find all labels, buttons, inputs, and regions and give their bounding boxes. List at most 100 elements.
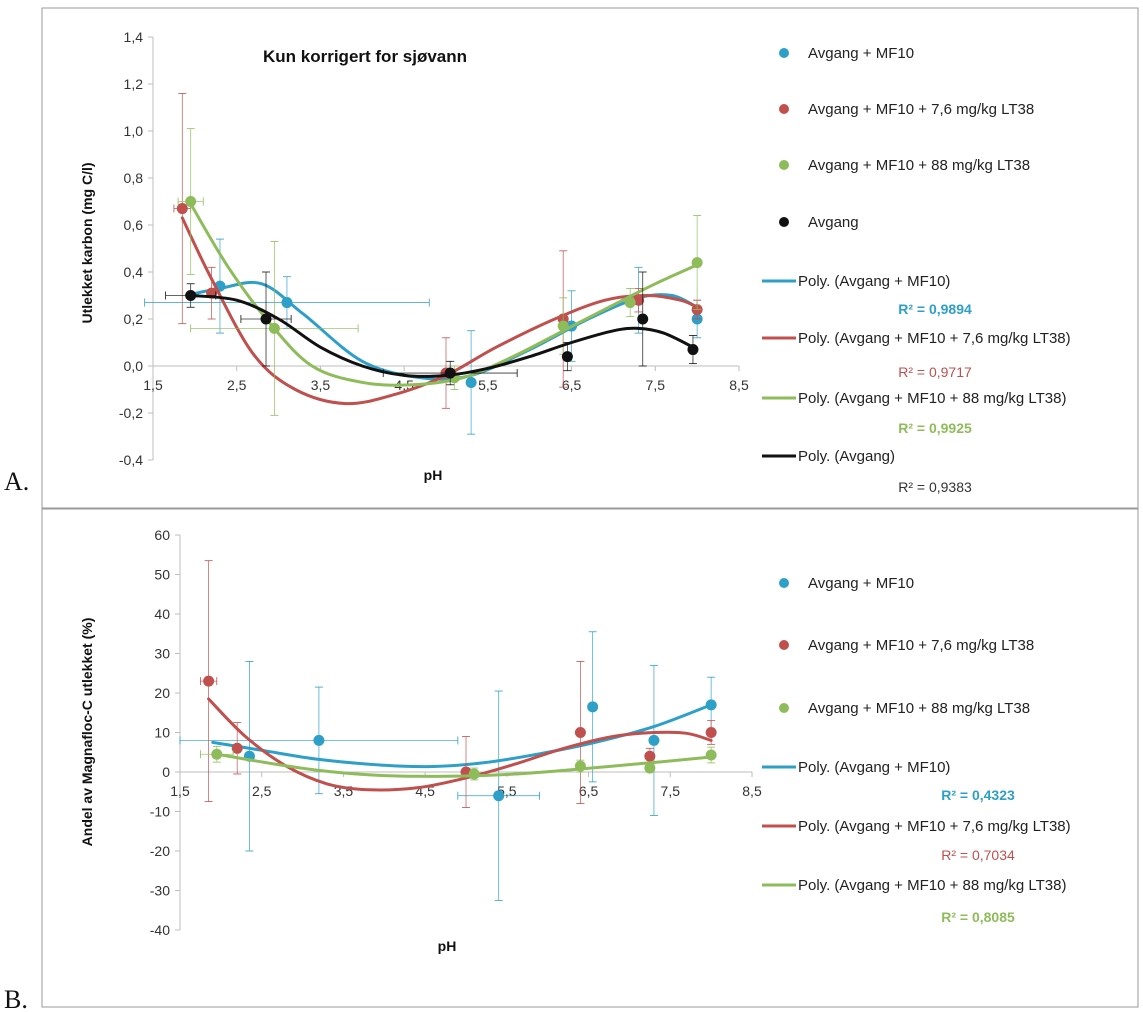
series-3	[177, 128, 703, 416]
panel-a-frame	[41, 7, 1139, 509]
y-tick-label: -0,2	[119, 405, 143, 421]
legend-r2-value: R² = 0,4323	[941, 787, 1015, 803]
data-point	[313, 734, 325, 746]
legend-r2-value: R² = 0,9925	[898, 420, 972, 436]
legend-r2-value: R² = 0,9383	[898, 479, 972, 495]
data-point	[705, 749, 717, 761]
legend-marker	[779, 217, 789, 227]
data-point	[268, 322, 280, 334]
x-tick-label: 1,5	[170, 783, 190, 799]
y-tick-label: 20	[154, 685, 170, 701]
data-point	[231, 742, 243, 754]
legend-fit-label: Poly. (Avgang)	[798, 448, 895, 465]
series-3	[200, 745, 717, 781]
trendline	[189, 202, 699, 387]
legend-marker	[779, 640, 789, 650]
legend-marker	[779, 160, 789, 170]
data-point	[691, 257, 703, 269]
x-tick-label: 7,5	[646, 377, 666, 393]
trendline	[189, 294, 695, 378]
legend-label: Avgang + MF10 + 7,6 mg/kg LT38	[808, 637, 1034, 654]
x-tick-label: 6,5	[579, 783, 599, 799]
legend-fit-label: Poly. (Avgang + MF10)	[798, 273, 950, 290]
data-point	[444, 367, 456, 379]
x-tick-label: 6,5	[562, 377, 582, 393]
legend-marker	[779, 703, 789, 713]
legend-marker	[779, 578, 789, 588]
data-point	[633, 294, 645, 306]
y-tick-label: -10	[150, 804, 170, 820]
chart-b-legend: Avgang + MF10 Avgang + MF10 + 7,6 mg/kg L…	[762, 575, 1071, 925]
legend-label: Avgang	[808, 214, 859, 231]
data-point	[211, 748, 223, 760]
legend-marker	[779, 104, 789, 114]
legend-fit-label: Poly. (Avgang + MF10 + 88 mg/kg LT38)	[798, 390, 1066, 407]
y-tick-label: 0	[162, 764, 170, 780]
legend-fit-label: Poly. (Avgang + MF10 + 7,6 mg/kg LT38)	[798, 330, 1071, 347]
series-4	[165, 271, 699, 386]
x-tick-label: 8,5	[729, 377, 749, 393]
data-point	[203, 675, 215, 687]
data-point	[281, 297, 293, 309]
data-point	[493, 790, 505, 802]
x-tick-label: 2,5	[252, 783, 272, 799]
legend-fit-label: Poly. (Avgang + MF10 + 88 mg/kg LT38)	[798, 877, 1066, 894]
y-tick-label: 0,6	[124, 217, 144, 233]
x-tick-label: 1,5	[143, 377, 163, 393]
trendline	[215, 752, 713, 778]
legend-fit-label: Poly. (Avgang + MF10)	[798, 759, 950, 776]
data-point	[465, 376, 477, 388]
chart-a-xlabel: pH	[424, 467, 443, 483]
data-point	[587, 701, 599, 713]
data-point	[561, 351, 573, 363]
legend-r2-value: R² = 0,8085	[941, 909, 1015, 925]
x-tick-label: 8,5	[742, 783, 762, 799]
legend-r2-value: R² = 0,9717	[898, 364, 972, 380]
data-point	[644, 762, 656, 774]
data-point	[574, 727, 586, 738]
x-tick-label: 5,5	[478, 377, 498, 393]
y-tick-label: 0,4	[124, 264, 144, 280]
data-point	[557, 320, 569, 332]
chart-a-legend: Avgang + MF10 Avgang + MF10 + 7,6 mg/kg L…	[762, 45, 1071, 495]
data-point	[637, 313, 649, 325]
y-tick-label: -0,4	[119, 452, 143, 468]
series-2	[173, 93, 703, 409]
legend-marker	[779, 48, 789, 58]
y-tick-label: -40	[150, 922, 170, 938]
x-tick-label: 2,5	[227, 377, 247, 393]
legend-label: Avgang + MF10 + 7,6 mg/kg LT38	[808, 101, 1034, 118]
y-tick-label: 30	[154, 646, 170, 662]
series-2	[200, 560, 717, 808]
panel-b-label: B.	[4, 985, 28, 1012]
panel-a-label: A.	[4, 467, 29, 496]
data-point	[185, 290, 197, 301]
y-tick-label: 0,2	[124, 311, 144, 327]
data-point	[185, 196, 197, 207]
legend-r2-value: R² = 0,9894	[898, 301, 972, 317]
y-tick-label: -20	[150, 843, 170, 859]
legend-label: Avgang + MF10	[808, 45, 914, 62]
data-point	[624, 297, 636, 309]
data-point	[705, 699, 717, 711]
legend-r2-value: R² = 0,7034	[941, 847, 1015, 863]
y-tick-label: -30	[150, 883, 170, 899]
y-tick-label: 50	[154, 567, 170, 583]
data-point	[176, 203, 188, 215]
y-tick-label: 1,2	[124, 76, 144, 92]
chart-a-title: Kun korrigert for sjøvann	[263, 47, 467, 66]
x-tick-label: 3,5	[311, 377, 331, 393]
trendline	[211, 703, 713, 769]
data-point	[468, 768, 480, 780]
chart-b-xlabel: pH	[438, 938, 457, 954]
y-tick-label: 60	[154, 527, 170, 543]
data-point	[687, 344, 699, 356]
y-tick-label: 1,4	[124, 29, 144, 45]
panel-b-frame	[41, 508, 1139, 1008]
legend-label: Avgang + MF10	[808, 575, 914, 592]
y-tick-label: 1,0	[124, 123, 144, 139]
data-point	[260, 313, 272, 325]
series-1	[179, 631, 717, 901]
legend-label: Avgang + MF10 + 88 mg/kg LT38	[808, 700, 1030, 717]
